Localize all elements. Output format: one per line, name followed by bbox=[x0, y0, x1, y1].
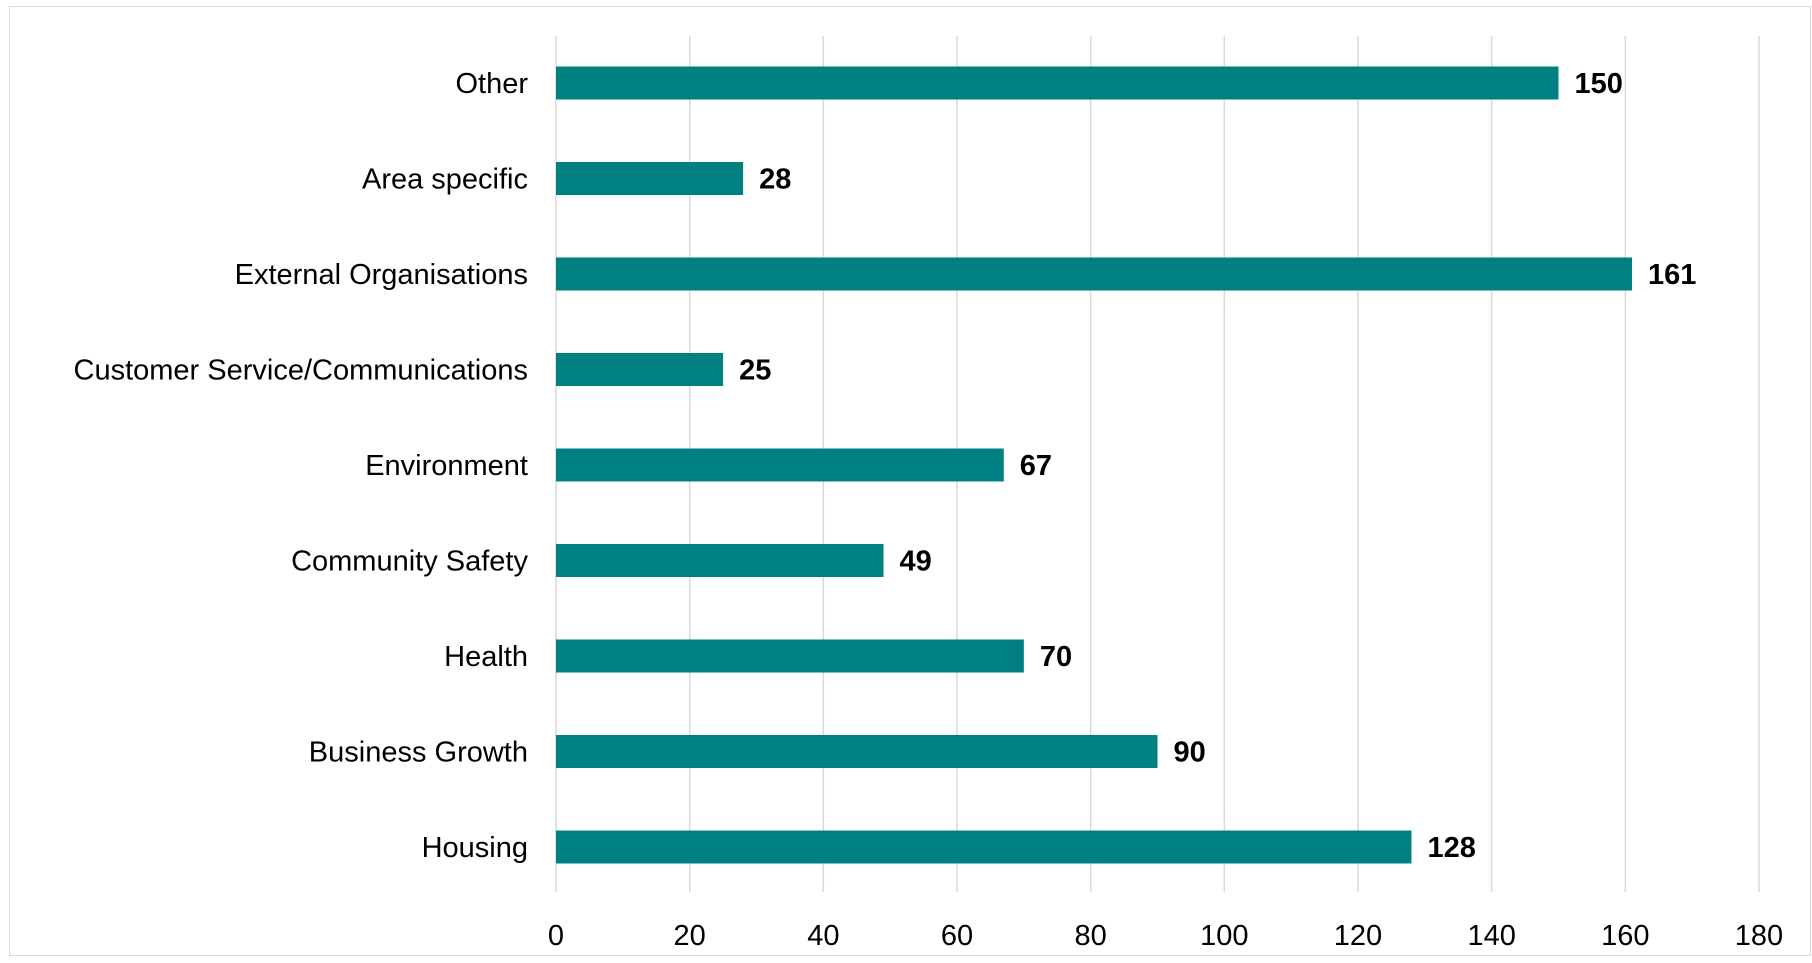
bars bbox=[556, 66, 1633, 864]
bar bbox=[556, 544, 884, 577]
x-tick-label: 140 bbox=[1467, 920, 1515, 952]
data-label: 49 bbox=[899, 546, 931, 578]
data-label: 90 bbox=[1174, 737, 1206, 769]
bar bbox=[556, 66, 1559, 100]
x-tick-label: 40 bbox=[807, 920, 839, 952]
category-label: Health bbox=[444, 641, 528, 673]
bar bbox=[556, 735, 1158, 768]
x-tick-label: 120 bbox=[1334, 920, 1382, 952]
data-label: 25 bbox=[739, 355, 771, 387]
category-label: External Organisations bbox=[235, 259, 528, 291]
x-tick-label: 60 bbox=[941, 920, 973, 952]
x-tick-label: 100 bbox=[1200, 920, 1248, 952]
category-label: Housing bbox=[422, 832, 528, 864]
data-label: 128 bbox=[1427, 832, 1475, 864]
category-label: Area specific bbox=[362, 164, 528, 196]
x-tick-label: 80 bbox=[1075, 920, 1107, 952]
data-label: 150 bbox=[1575, 68, 1623, 100]
category-label: Business Growth bbox=[309, 737, 528, 769]
category-label: Customer Service/Communications bbox=[74, 355, 528, 387]
data-label: 28 bbox=[759, 164, 791, 196]
x-axis-tick-labels: 0 20 40 60 80 100 120 140 160 180 bbox=[548, 920, 1783, 952]
bar bbox=[556, 639, 1024, 673]
x-tick-label: 20 bbox=[674, 920, 706, 952]
category-label: Environment bbox=[365, 450, 528, 482]
bar bbox=[556, 353, 724, 386]
bar bbox=[556, 162, 744, 195]
x-tick-label: 180 bbox=[1735, 920, 1783, 952]
x-tick-label: 0 bbox=[548, 920, 564, 952]
category-label: Community Safety bbox=[291, 546, 528, 578]
bar bbox=[556, 448, 1004, 482]
category-label: Other bbox=[455, 68, 528, 100]
bar bbox=[556, 830, 1412, 864]
data-labels: 128 90 70 49 67 25 161 28 150 bbox=[739, 68, 1696, 864]
bar bbox=[556, 257, 1633, 291]
data-label: 161 bbox=[1648, 259, 1696, 291]
data-label: 70 bbox=[1040, 641, 1072, 673]
x-tick-label: 160 bbox=[1601, 920, 1649, 952]
data-label: 67 bbox=[1020, 450, 1052, 482]
category-labels: Housing Business Growth Health Community Sa… bbox=[74, 68, 529, 864]
